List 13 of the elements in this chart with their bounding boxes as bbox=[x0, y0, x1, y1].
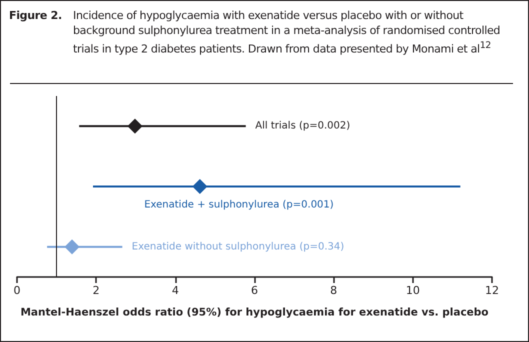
x-tick-label: 4 bbox=[172, 284, 179, 297]
text: All trials (p=0.002) bbox=[255, 120, 350, 132]
chart-title: Figure 2. bbox=[9, 8, 63, 24]
x-tick-label: 8 bbox=[330, 284, 338, 297]
x-axis-title: Mantel-Haenszel odds ratio (95%) for hypoglycaemia for exenatide vs. placebo bbox=[20, 306, 489, 318]
x-tick-label: 10 bbox=[406, 284, 420, 297]
text: Exenatide + sulphonylurea (p=0.001) bbox=[144, 200, 334, 210]
x-tick-label: 0 bbox=[14, 284, 20, 297]
x-tick-label: 6 bbox=[251, 284, 258, 297]
text: Exenatide without sulphonylurea (p=0.34) bbox=[132, 241, 344, 252]
x-tick-label: 12 bbox=[485, 284, 499, 297]
chart-subtitle: Incidence of hypoglycaemia with exenatide versus placebo with or without background sulphonylurea treatment in a meta-analysis of randomised controlled trials in type 2 diabetes patients. Drawn from data presented by Monami et al$^{12}$ bbox=[73, 8, 502, 57]
x-tick-label: 2 bbox=[92, 284, 100, 297]
